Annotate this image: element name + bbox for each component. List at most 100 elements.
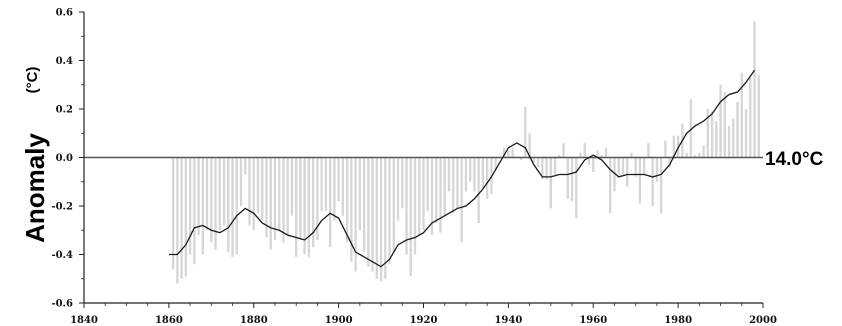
anomaly-bar-1873 (222, 157, 226, 226)
anomaly-bar-1968 (626, 157, 629, 187)
anomaly-bar-1973 (647, 142, 650, 158)
anomaly-bar-1874 (227, 157, 230, 253)
y-tick-label: 0.6 (56, 8, 73, 19)
anomaly-bar-1884 (269, 157, 272, 250)
anomaly-bar-1952 (558, 155, 561, 158)
anomaly-bar-1888 (286, 157, 289, 236)
x-tick-label: 1960 (579, 315, 607, 326)
anomaly-bar-1976 (659, 157, 663, 214)
anomaly-bar-1958 (583, 142, 586, 158)
anomaly-bar-1872 (218, 157, 221, 231)
anomaly-bar-1934 (481, 157, 485, 190)
anomaly-bar-1913 (392, 157, 395, 253)
anomaly-bar-1996 (744, 109, 748, 158)
anomaly-bar-1910 (379, 157, 383, 282)
y-axis-label: Anomaly (20, 133, 50, 243)
anomaly-bar-1903 (350, 157, 353, 262)
y-tick-label: -0.6 (51, 299, 73, 310)
anomaly-bar-1920 (422, 157, 425, 231)
anomaly-bar-1931 (469, 157, 472, 182)
anomaly-bar-1969 (630, 152, 633, 158)
anomaly-bar-1862 (176, 157, 179, 284)
anomaly-bar-1875 (231, 157, 234, 257)
anomaly-bar-1955 (570, 157, 574, 202)
anomaly-bar-1933 (477, 157, 480, 223)
y-tick-label: -0.2 (51, 202, 73, 213)
x-ticks-layer: 1840 1860 1880 1900 1920 1940 1960 1980 2000 (70, 303, 777, 326)
anomaly-bar-1907 (367, 157, 370, 267)
anomaly-bar-1947 (536, 157, 540, 168)
anomaly-bar-1927 (452, 157, 455, 214)
anomaly-bar-1916 (405, 157, 408, 255)
anomaly-bar-1937 (494, 157, 497, 170)
anomaly-bar-1895 (316, 157, 319, 240)
anomaly-bar-1986 (702, 145, 705, 158)
anomaly-bar-1953 (562, 142, 565, 158)
anomaly-bar-1966 (617, 157, 620, 175)
anomaly-bar-1977 (664, 140, 667, 158)
x-tick-label: 1840 (70, 315, 98, 326)
anomaly-bar-1960 (592, 157, 595, 173)
anomaly-bar-1868 (201, 157, 204, 255)
x-tick-label: 1900 (325, 315, 353, 326)
anomaly-bar-1918 (413, 157, 417, 255)
reference-temperature-label: 14.0°C (765, 149, 824, 170)
anomaly-bar-1992 (727, 125, 731, 158)
anomaly-bar-1876 (235, 157, 238, 255)
anomaly-bar-1897 (324, 157, 328, 211)
anomaly-bar-1948 (541, 157, 544, 180)
anomaly-bar-1978 (668, 157, 671, 168)
anomaly-bar-1962 (600, 155, 603, 158)
anomaly-bar-1925 (443, 157, 446, 216)
annual-bars-layer (171, 21, 760, 284)
anomaly-bar-1979 (672, 135, 676, 158)
y-axis-unit: (°C) (24, 67, 41, 94)
anomaly-bar-1869 (205, 157, 209, 231)
anomaly-bar-1867 (197, 157, 200, 236)
anomaly-bar-1982 (685, 152, 688, 158)
anomaly-bar-1885 (273, 157, 277, 240)
anomaly-bar-1919 (418, 157, 421, 236)
anomaly-bar-1878 (244, 157, 247, 175)
anomaly-bar-1935 (485, 157, 489, 199)
y-tick-label: 0.0 (56, 153, 73, 164)
x-tick-label: 1920 (410, 315, 438, 326)
anomaly-bar-1915 (401, 157, 404, 209)
anomaly-bar-1890 (295, 157, 298, 257)
anomaly-bar-1898 (328, 157, 332, 248)
anomaly-bar-1999 (757, 75, 760, 158)
smoothed-anomaly-curve (168, 69, 756, 268)
anomaly-bar-1950 (549, 157, 552, 209)
anomaly-bar-1940 (507, 150, 510, 158)
anomaly-bar-1954 (566, 157, 569, 199)
y-tick-label: 0.4 (56, 56, 73, 67)
anomaly-bar-1990 (719, 84, 722, 158)
anomaly-bar-1870 (210, 157, 213, 243)
anomaly-bar-1959 (587, 157, 591, 165)
anomaly-bar-1914 (396, 157, 400, 221)
anomaly-bar-1866 (193, 157, 196, 265)
anomaly-bar-1900 (337, 157, 340, 202)
x-tick-label: 1980 (664, 315, 692, 326)
x-tick-label: 1880 (240, 315, 268, 326)
anomaly-bar-1892 (303, 157, 306, 255)
anomaly-bar-1983 (689, 99, 693, 158)
anomaly-bar-1971 (638, 157, 642, 204)
anomaly-bar-1882 (261, 157, 264, 221)
anomaly-bar-1922 (430, 157, 434, 236)
anomaly-bar-1951 (553, 157, 557, 175)
anomaly-bar-1901 (341, 157, 345, 216)
anomaly-bar-1993 (732, 118, 735, 158)
anomaly-bar-1945 (528, 133, 531, 158)
anomaly-bar-1904 (354, 157, 357, 272)
anomaly-bar-1911 (384, 157, 387, 279)
anomaly-bar-1894 (312, 157, 315, 248)
anomaly-bar-1941 (511, 147, 514, 158)
anomaly-bar-1886 (278, 157, 281, 231)
anomaly-bar-1863 (180, 157, 183, 279)
anomaly-bar-1972 (643, 157, 646, 175)
anomaly-bar-1861 (171, 157, 175, 270)
anomaly-bar-1943 (519, 157, 523, 160)
anomaly-bar-1994 (736, 101, 739, 158)
